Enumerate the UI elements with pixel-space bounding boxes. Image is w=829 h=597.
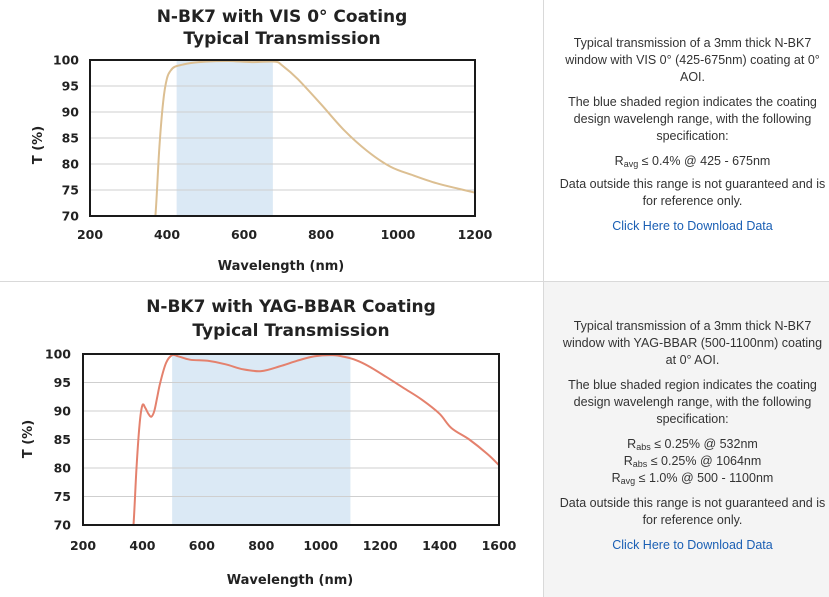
description-intro: Typical transmission of a 3mm thick N-BK…	[565, 36, 820, 84]
y-tick-label: 75	[62, 183, 79, 198]
x-tick-label: 200	[70, 538, 96, 553]
vis-description-panel: Typical transmission of a 3mm thick N-BK…	[543, 0, 829, 281]
yag-chart-panel: N-BK7 with YAG-BBAR Coating Typical Tran…	[0, 282, 543, 597]
x-tick-label: 600	[189, 538, 215, 553]
spec-line: Rabs ≤ 0.25% @ 532nm	[627, 437, 758, 452]
description-disclaimer: Data outside this range is not guarantee…	[559, 496, 826, 527]
vis-description: Typical transmission of a 3mm thick N-BK…	[556, 35, 829, 243]
description-shading-note: The blue shaded region indicates the coa…	[568, 378, 817, 426]
description-shading-note: The blue shaded region indicates the coa…	[568, 95, 817, 143]
x-tick-label: 1200	[363, 538, 398, 553]
x-axis-label: Wavelength (nm)	[227, 573, 353, 588]
x-tick-label: 1200	[458, 227, 493, 242]
chart-title: N-BK7 with VIS 0° Coating	[157, 7, 408, 27]
x-tick-label: 400	[154, 227, 180, 242]
x-tick-label: 200	[77, 227, 103, 242]
description-disclaimer: Data outside this range is not guarantee…	[559, 177, 826, 208]
plot-frame	[89, 59, 476, 217]
vis-coating-section: N-BK7 with VIS 0° Coating Typical Transm…	[0, 0, 829, 282]
y-tick-label: 90	[62, 105, 80, 120]
y-tick-label: 95	[62, 79, 79, 94]
vis-transmission-chart: N-BK7 with VIS 0° Coating Typical Transm…	[31, 7, 493, 274]
spec-line: Ravg ≤ 1.0% @ 500 - 1100nm	[611, 471, 774, 486]
y-tick-label: 70	[54, 518, 72, 533]
x-tick-label: 400	[129, 538, 155, 553]
yag-description: Typical transmission of a 3mm thick N-BK…	[556, 318, 829, 562]
spec-line: Ravg ≤ 0.4% @ 425 - 675nm	[614, 154, 771, 169]
y-tick-label: 75	[54, 489, 71, 504]
y-tick-label: 85	[62, 131, 79, 146]
yag-bbar-transmission-chart: N-BK7 with YAG-BBAR Coating Typical Tran…	[21, 297, 517, 588]
yag-description-panel: Typical transmission of a 3mm thick N-BK…	[543, 282, 829, 597]
y-tick-label: 85	[54, 432, 71, 447]
y-tick-label: 70	[62, 209, 80, 224]
transmission-curve	[132, 353, 499, 525]
y-tick-label: 100	[45, 347, 71, 362]
x-tick-label: 600	[231, 227, 257, 242]
x-tick-label: 1600	[482, 538, 517, 553]
y-tick-label: 100	[53, 53, 79, 68]
x-tick-label: 1000	[381, 227, 416, 242]
download-data-link[interactable]: Click Here to Download Data	[612, 538, 773, 552]
transmission-curve	[154, 59, 475, 216]
x-tick-label: 800	[308, 227, 334, 242]
y-axis-label: T (%)	[21, 420, 36, 458]
x-axis-label: Wavelength (nm)	[218, 259, 344, 274]
chart-subtitle: Typical Transmission	[192, 321, 389, 341]
chart-title: N-BK7 with YAG-BBAR Coating	[146, 297, 436, 317]
x-tick-label: 800	[248, 538, 274, 553]
y-tick-label: 80	[62, 157, 80, 172]
vis-chart-panel: N-BK7 with VIS 0° Coating Typical Transm…	[0, 0, 543, 281]
plot-frame	[82, 353, 500, 526]
chart-subtitle: Typical Transmission	[183, 29, 380, 49]
download-data-link[interactable]: Click Here to Download Data	[612, 219, 773, 233]
y-axis-label: T (%)	[31, 126, 46, 164]
description-intro: Typical transmission of a 3mm thick N-BK…	[562, 319, 823, 367]
spec-list: Rabs ≤ 0.25% @ 532nm Rabs ≤ 0.25% @ 1064…	[556, 436, 829, 487]
x-tick-label: 1000	[303, 538, 338, 553]
yag-bbar-section: N-BK7 with YAG-BBAR Coating Typical Tran…	[0, 282, 829, 597]
y-tick-label: 95	[54, 375, 71, 390]
y-tick-label: 90	[54, 404, 72, 419]
spec-line: Rabs ≤ 0.25% @ 1064nm	[623, 454, 762, 469]
y-tick-label: 80	[54, 461, 72, 476]
x-tick-label: 1400	[422, 538, 457, 553]
